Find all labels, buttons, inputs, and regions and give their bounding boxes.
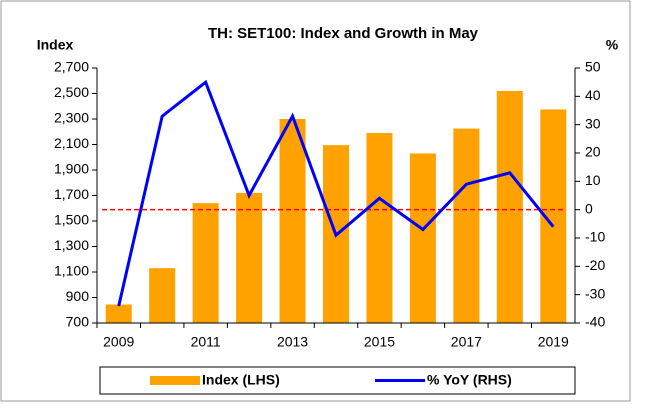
- legend-swatch: [150, 376, 200, 385]
- legend-label: % YoY (RHS): [427, 372, 512, 388]
- y2-tick-label: -20: [585, 257, 605, 273]
- line: [117, 79, 555, 307]
- x-tick-label: 2017: [451, 334, 482, 350]
- y2-tick-label: 50: [585, 59, 601, 75]
- chart-title: TH: SET100: Index and Growth in May: [208, 25, 479, 42]
- bar: [366, 133, 393, 323]
- chart-frame: [0, 0, 631, 402]
- bar: [409, 153, 436, 323]
- y-tick-label: 1,900: [54, 161, 89, 177]
- x-tick-label: 2019: [538, 334, 569, 350]
- y2-tick-label: -10: [585, 229, 605, 245]
- bar: [236, 192, 263, 323]
- y2-tick-label: 20: [585, 144, 601, 160]
- bar: [453, 128, 480, 323]
- legend-label: Index (LHS): [202, 372, 280, 388]
- y-tick-label: 1,100: [54, 263, 89, 279]
- bar: [192, 203, 219, 323]
- y2-axis-label: %: [606, 37, 619, 53]
- y-tick-label: 2,500: [54, 84, 89, 100]
- bar: [496, 90, 523, 323]
- bar: [149, 268, 176, 323]
- bar: [105, 304, 132, 323]
- y2-tick-label: 30: [585, 115, 601, 131]
- x-tick-label: 2009: [103, 334, 134, 350]
- y-tick-label: 2,300: [54, 110, 89, 126]
- y-tick-label: 700: [66, 314, 90, 330]
- y-tick-label: 1,300: [54, 237, 89, 253]
- y2-tick-label: -40: [585, 314, 605, 330]
- y-tick-label: 1,500: [54, 212, 89, 228]
- y2-tick-label: 0: [585, 200, 593, 216]
- y-tick-label: 2,700: [54, 59, 89, 75]
- x-tick-label: 2015: [364, 334, 395, 350]
- x-tick-label: 2013: [277, 334, 308, 350]
- y-tick-label: 900: [66, 288, 90, 304]
- x-tick-label: 2011: [191, 334, 221, 350]
- y-tick-label: 2,100: [54, 135, 89, 151]
- y2-tick-label: 40: [585, 87, 601, 103]
- y-tick-label: 1,700: [54, 186, 89, 202]
- bar: [279, 119, 306, 323]
- y2-tick-label: 10: [585, 172, 601, 188]
- y-axis-label: Index: [37, 37, 74, 53]
- y2-tick-label: -30: [585, 285, 605, 301]
